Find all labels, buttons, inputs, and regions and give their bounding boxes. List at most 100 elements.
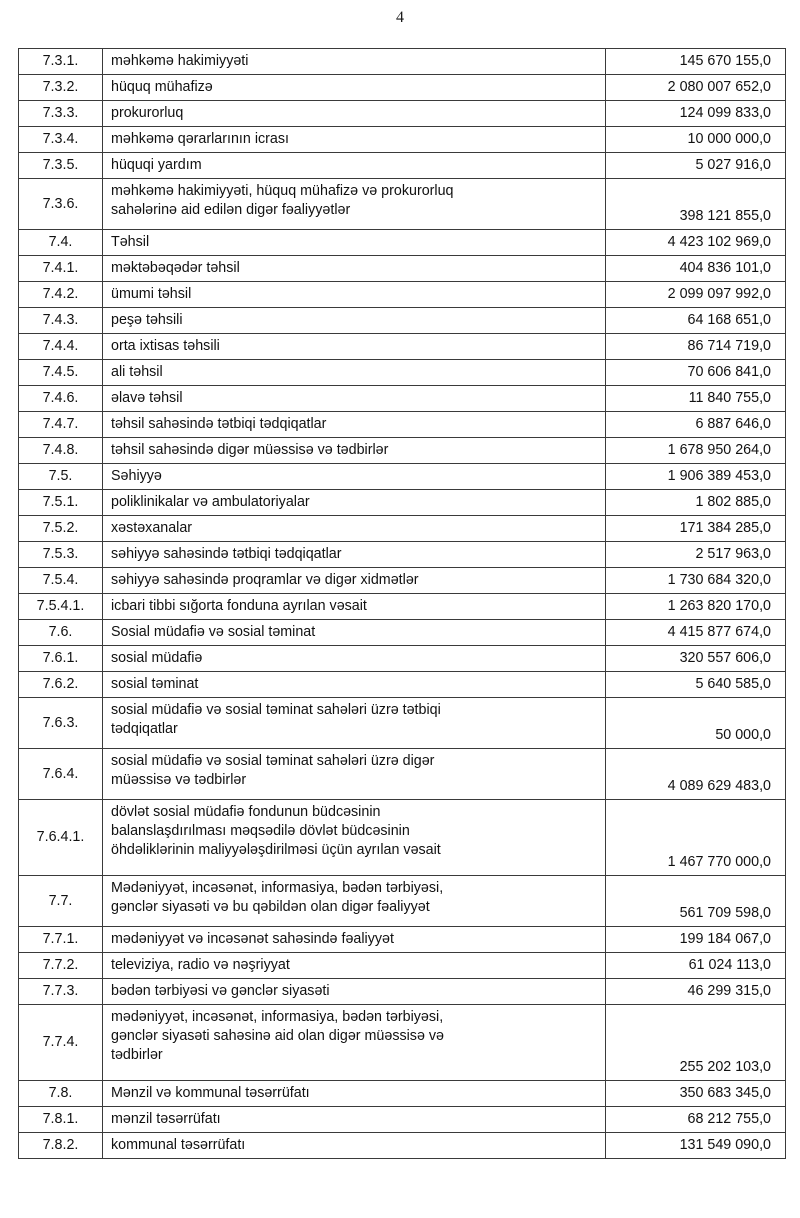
row-code: 7.3.5.	[18, 152, 103, 179]
row-value: 68 212 755,0	[605, 1106, 786, 1133]
row-name: mədəniyyət, incəsənət, informasiya, bədə…	[102, 1004, 606, 1081]
row-name: təhsil sahəsində digər müəssisə və tədbi…	[102, 437, 606, 464]
row-value: 199 184 067,0	[605, 926, 786, 953]
row-name: məhkəmə hakimiyyəti	[102, 48, 606, 75]
row-name: əlavə təhsil	[102, 385, 606, 412]
row-name-line: gənclər siyasəti sahəsinə aid olan digər…	[111, 1028, 444, 1044]
row-name-line: tədqiqatlar	[111, 721, 178, 737]
table-row: 7.6.2. sosial təminat 5 640 585,0	[18, 671, 786, 698]
row-name-line: sosial müdafiə və sosial təminat sahələr…	[111, 702, 441, 718]
row-value: 2 517 963,0	[605, 541, 786, 568]
row-name: televiziya, radio və nəşriyyat	[102, 952, 606, 979]
row-code: 7.6.4.	[18, 748, 103, 800]
table-row: 7.4.1. məktəbəqədər təhsil 404 836 101,0	[18, 255, 786, 282]
row-value: 11 840 755,0	[605, 385, 786, 412]
table-row: 7.6.4.1. dövlət sosial müdafiə fondunun b…	[18, 799, 786, 876]
row-name-line: balanslaşdırılması məqsədilə dövlət büdc…	[111, 823, 410, 839]
row-value: 5 640 585,0	[605, 671, 786, 698]
row-name: sosial müdafiə	[102, 645, 606, 672]
row-code: 7.5.	[18, 463, 103, 490]
row-value: 1 906 389 453,0	[605, 463, 786, 490]
table-row: 7.6. Sosial müdafiə və sosial təminat 4 41…	[18, 619, 786, 646]
row-name: Mədəniyyət, incəsənət, informasiya, bədə…	[102, 875, 606, 927]
row-code: 7.3.1.	[18, 48, 103, 75]
row-name: ümumi təhsil	[102, 281, 606, 308]
row-name-line: tədbirlər	[111, 1047, 163, 1063]
row-code: 7.4.6.	[18, 385, 103, 412]
table-row: 7.4.3. peşə təhsili 64 168 651,0	[18, 307, 786, 334]
row-value: 2 099 097 992,0	[605, 281, 786, 308]
table-row: 7.3.5. hüquqi yardım 5 027 916,0	[18, 152, 786, 179]
table-row: 7.4.4. orta ixtisas təhsili 86 714 719,0	[18, 333, 786, 360]
row-value: 4 423 102 969,0	[605, 229, 786, 256]
row-code: 7.4.5.	[18, 359, 103, 386]
row-code: 7.8.1.	[18, 1106, 103, 1133]
row-code: 7.7.1.	[18, 926, 103, 953]
budget-allocation-table: 7.3.1. məhkəmə hakimiyyəti 145 670 155,0 7.…	[18, 48, 786, 1159]
row-code: 7.3.6.	[18, 178, 103, 230]
table-row: 7.6.4. sosial müdafiə və sosial təminat s…	[18, 748, 786, 800]
row-code: 7.6.4.1.	[18, 799, 103, 876]
table-row: 7.7.1. mədəniyyət və incəsənət sahəsində …	[18, 926, 786, 953]
table-row: 7.6.3. sosial müdafiə və sosial təminat s…	[18, 697, 786, 749]
row-value: 561 709 598,0	[605, 875, 786, 927]
row-code: 7.6.	[18, 619, 103, 646]
table-row: 7.7.2. televiziya, radio və nəşriyyat 61 0…	[18, 952, 786, 979]
row-code: 7.4.	[18, 229, 103, 256]
row-code: 7.5.4.1.	[18, 593, 103, 620]
row-value: 124 099 833,0	[605, 100, 786, 127]
table-row: 7.4.2. ümumi təhsil 2 099 097 992,0	[18, 281, 786, 308]
row-code: 7.7.4.	[18, 1004, 103, 1081]
table-row: 7.4.7. təhsil sahəsində tətbiqi tədqiqatl…	[18, 411, 786, 438]
row-code: 7.4.3.	[18, 307, 103, 334]
row-name: xəstəxanalar	[102, 515, 606, 542]
table-body: 7.3.1. məhkəmə hakimiyyəti 145 670 155,0 7.…	[18, 48, 786, 1159]
row-name-line: mədəniyyət, incəsənət, informasiya, bədə…	[111, 1009, 444, 1025]
row-value: 1 678 950 264,0	[605, 437, 786, 464]
row-name: ali təhsil	[102, 359, 606, 386]
row-value: 255 202 103,0	[605, 1004, 786, 1081]
row-value: 350 683 345,0	[605, 1080, 786, 1107]
row-code: 7.4.1.	[18, 255, 103, 282]
row-value: 50 000,0	[605, 697, 786, 749]
row-name: kommunal təsərrüfatı	[102, 1132, 606, 1159]
row-code: 7.5.1.	[18, 489, 103, 516]
row-code: 7.4.7.	[18, 411, 103, 438]
row-code: 7.4.4.	[18, 333, 103, 360]
row-name: Səhiyyə	[102, 463, 606, 490]
row-code: 7.7.2.	[18, 952, 103, 979]
row-value: 131 549 090,0	[605, 1132, 786, 1159]
row-code: 7.6.2.	[18, 671, 103, 698]
table-row: 7.3.1. məhkəmə hakimiyyəti 145 670 155,0	[18, 48, 786, 75]
table-row: 7.5.4. səhiyyə sahəsində proqramlar və di…	[18, 567, 786, 594]
table-row: 7.7.3. bədən tərbiyəsi və gənclər siyasət…	[18, 978, 786, 1005]
row-name: məhkəmə qərarlarının icrası	[102, 126, 606, 153]
row-name: mənzil təsərrüfatı	[102, 1106, 606, 1133]
row-value: 10 000 000,0	[605, 126, 786, 153]
row-value: 4 089 629 483,0	[605, 748, 786, 800]
row-value: 4 415 877 674,0	[605, 619, 786, 646]
row-value: 46 299 315,0	[605, 978, 786, 1005]
table-row: 7.4.8. təhsil sahəsində digər müəssisə və…	[18, 437, 786, 464]
row-code: 7.4.8.	[18, 437, 103, 464]
row-value: 61 024 113,0	[605, 952, 786, 979]
row-name-line: sahələrinə aid edilən digər fəaliyyətlər	[111, 202, 351, 218]
row-name: poliklinikalar və ambulatoriyalar	[102, 489, 606, 516]
table-row: 7.8.1. mənzil təsərrüfatı 68 212 755,0	[18, 1106, 786, 1133]
row-name: prokurorluq	[102, 100, 606, 127]
row-name: sosial müdafiə və sosial təminat sahələr…	[102, 697, 606, 749]
row-value: 1 263 820 170,0	[605, 593, 786, 620]
table-row: 7.5.4.1. icbari tibbi sığorta fonduna ayr…	[18, 593, 786, 620]
row-value: 1 802 885,0	[605, 489, 786, 516]
table-row: 7.5. Səhiyyə 1 906 389 453,0	[18, 463, 786, 490]
row-name-line: gənclər siyasəti və bu qəbildən olan dig…	[111, 899, 430, 915]
row-name: Təhsil	[102, 229, 606, 256]
table-row: 7.5.3. səhiyyə sahəsində tətbiqi tədqiqat…	[18, 541, 786, 568]
row-name: icbari tibbi sığorta fonduna ayrılan vəs…	[102, 593, 606, 620]
table-row: 7.3.3. prokurorluq 124 099 833,0	[18, 100, 786, 127]
row-code: 7.6.3.	[18, 697, 103, 749]
table-row: 7.4.5. ali təhsil 70 606 841,0	[18, 359, 786, 386]
table-row: 7.5.1. poliklinikalar və ambulatoriyalar 1…	[18, 489, 786, 516]
row-name: Sosial müdafiə və sosial təminat	[102, 619, 606, 646]
row-value: 6 887 646,0	[605, 411, 786, 438]
